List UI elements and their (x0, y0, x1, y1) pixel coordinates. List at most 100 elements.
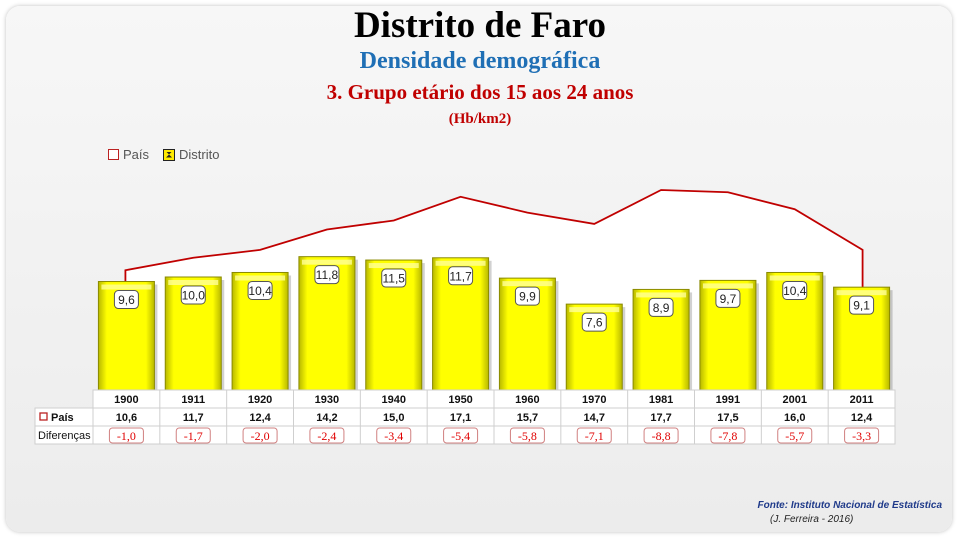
pais-line (124, 189, 864, 288)
bar-value-label: 9,7 (720, 292, 737, 306)
bar-value-label: 11,8 (316, 268, 339, 282)
legend-item-pais: País (108, 147, 149, 162)
legend-swatch-pais (108, 149, 119, 160)
diff-value-label: -5,4 (451, 429, 470, 443)
bar-top-highlight (502, 281, 553, 287)
pais-value-label: 11,7 (183, 412, 204, 424)
bar-value-label: 11,5 (383, 272, 406, 286)
bar-value-label: 10,4 (783, 284, 807, 298)
table-pais-swatch (39, 412, 48, 421)
x-tick-label: 1991 (716, 394, 740, 406)
bar-top-highlight (769, 275, 820, 281)
chart-title: Distrito de Faro (353, 5, 607, 46)
diff-value-box (844, 427, 880, 444)
bar-value-label-box (715, 288, 741, 308)
bar-top-highlight (235, 275, 286, 281)
bar-value-label: 10,4 (248, 284, 272, 298)
diff-value-box (242, 427, 278, 444)
diff-value-box (443, 427, 479, 444)
table-label-pais: País (51, 412, 74, 424)
x-tick-label: 1970 (582, 394, 606, 406)
legend: País Distrito (108, 147, 219, 162)
diff-value-label: -8,8 (652, 429, 671, 443)
author-label: (J. Ferreira - 2016) (770, 514, 854, 525)
diff-value-box (309, 427, 345, 444)
pais-value-label: 14,2 (316, 412, 337, 424)
diff-value-label: -5,8 (518, 429, 537, 443)
diff-value-box (509, 427, 545, 444)
legend-label-distrito: Distrito (179, 147, 220, 162)
x-tick-label: 1911 (181, 394, 205, 406)
diff-value-label: -1,7 (184, 429, 203, 443)
bar-value-label: 7,6 (586, 316, 603, 330)
diff-value-box (376, 427, 412, 444)
bar-value-label-box (514, 286, 540, 306)
bar-top-highlight (301, 259, 352, 265)
x-tick-label: 1981 (649, 394, 673, 406)
diff-value-box (108, 427, 144, 444)
bar-value-label-box (782, 280, 808, 300)
legend-item-distrito: Distrito (163, 147, 219, 162)
x-tick-label: 1900 (114, 394, 138, 406)
bar-value-label-box (648, 297, 674, 317)
pais-value-label: 17,5 (717, 412, 738, 424)
bar-value-label-box (247, 280, 273, 300)
bar-top-highlight (168, 280, 219, 285)
bar-value-label-box (581, 312, 607, 332)
bar-value-label: 9,9 (519, 290, 536, 304)
bar-value-label-box (448, 266, 474, 286)
x-tick-label: 1920 (248, 394, 272, 406)
pais-value-label: 12,4 (249, 412, 271, 424)
pais-value-label: 15,0 (383, 412, 404, 424)
table-label-diferencas: Diferenças (38, 430, 91, 442)
diff-value-label: -2,4 (317, 429, 336, 443)
pais-value-label: 16,0 (784, 412, 805, 424)
diff-value-label: -3,4 (384, 429, 403, 443)
bar-value-label: 11,7 (449, 269, 472, 283)
legend-swatch-distrito (163, 148, 176, 161)
legend-label-pais: País (123, 147, 150, 162)
pais-value-label: 17,7 (650, 412, 671, 424)
diff-value-label: -5,7 (785, 429, 804, 443)
bar (632, 288, 690, 391)
pais-value-label: 14,7 (584, 412, 605, 424)
bar-top-highlight (569, 307, 620, 313)
diff-value-box (175, 427, 211, 444)
bar-value-label-box (849, 295, 875, 315)
bar-value-label: 10,0 (182, 289, 206, 303)
bar-top-highlight (836, 290, 887, 296)
diff-value-box (643, 427, 679, 444)
bar-top-highlight (636, 292, 687, 298)
x-tick-label: 2001 (783, 394, 807, 406)
bar-value-label-box (180, 285, 206, 305)
x-tick-label: 1940 (382, 394, 406, 406)
x-tick-label: 1950 (448, 394, 472, 406)
bar-value-label: 8,9 (653, 301, 670, 315)
x-tick-label: 1930 (315, 394, 339, 406)
diff-value-box (777, 427, 813, 444)
bar-value-label-box (314, 265, 340, 285)
chart-unit: (Hb/km2) (448, 111, 512, 127)
diff-value-box (710, 427, 746, 444)
diff-value-label: -7,1 (585, 429, 604, 443)
diff-value-label: -3,3 (852, 429, 871, 443)
pais-value-label: 17,1 (450, 412, 471, 424)
bar-top-highlight (368, 263, 419, 269)
bar-value-label: 9,1 (853, 299, 870, 313)
chart-subtitle-age-group: 3. Grupo etário dos 15 aos 24 anos (326, 80, 634, 104)
bar-top-highlight (702, 283, 753, 289)
pais-value-label: 15,7 (517, 412, 538, 424)
x-tick-label: 1960 (515, 394, 539, 406)
chart-subtitle: Densidade demográfica (359, 48, 601, 74)
pais-value-label: 10,6 (116, 412, 137, 424)
diff-value-label: -1,0 (117, 429, 136, 443)
diff-value-label: -7,8 (718, 429, 737, 443)
diff-value-box (576, 427, 612, 444)
x-tick-label: 2011 (850, 394, 874, 406)
pais-value-label: 12,4 (851, 412, 873, 424)
bar-top-highlight (101, 284, 152, 290)
bar-top-highlight (435, 260, 486, 266)
bar-value-label: 9,6 (118, 293, 135, 307)
bar-value-label-box (381, 268, 407, 288)
